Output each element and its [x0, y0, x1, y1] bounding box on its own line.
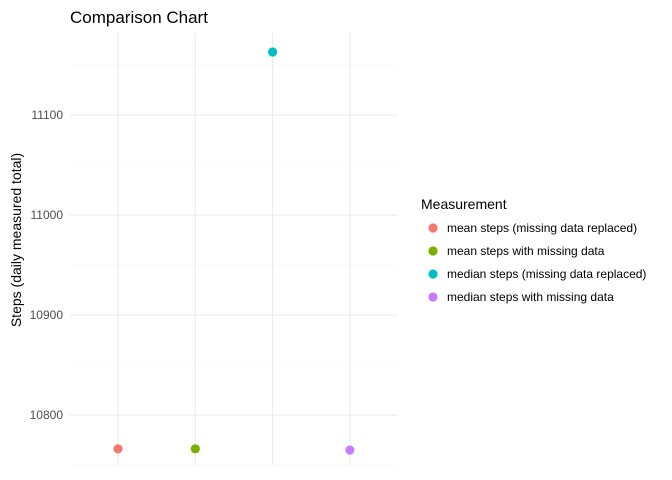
data-point — [345, 445, 355, 455]
data-points — [113, 47, 355, 455]
y-tick-label: 10900 — [30, 308, 64, 322]
legend-key — [428, 269, 438, 279]
legend-title: Measurement — [421, 196, 507, 212]
legend-items: mean steps (missing data replaced) mean s… — [428, 221, 646, 304]
grid — [70, 33, 398, 466]
y-axis-title: Steps (daily measured total) — [8, 153, 24, 327]
legend-key — [428, 246, 438, 256]
data-point — [113, 444, 123, 454]
legend-key — [428, 292, 438, 302]
data-point — [190, 444, 200, 454]
legend-label: median steps with missing data — [447, 290, 614, 304]
y-tick-label: 10800 — [30, 408, 64, 422]
legend: Measurement mean steps (missing data rep… — [421, 196, 646, 304]
legend-label: median steps (missing data replaced) — [447, 267, 646, 281]
y-axis-ticks: 10800 10900 11000 11100 — [30, 108, 64, 422]
data-point — [268, 47, 278, 57]
y-tick-label: 11000 — [31, 208, 64, 222]
legend-label: mean steps (missing data replaced) — [447, 221, 637, 235]
chart-title: Comparison Chart — [70, 8, 208, 27]
legend-label: mean steps with missing data — [447, 244, 605, 258]
y-tick-label: 11100 — [31, 108, 63, 122]
legend-key — [428, 223, 438, 233]
